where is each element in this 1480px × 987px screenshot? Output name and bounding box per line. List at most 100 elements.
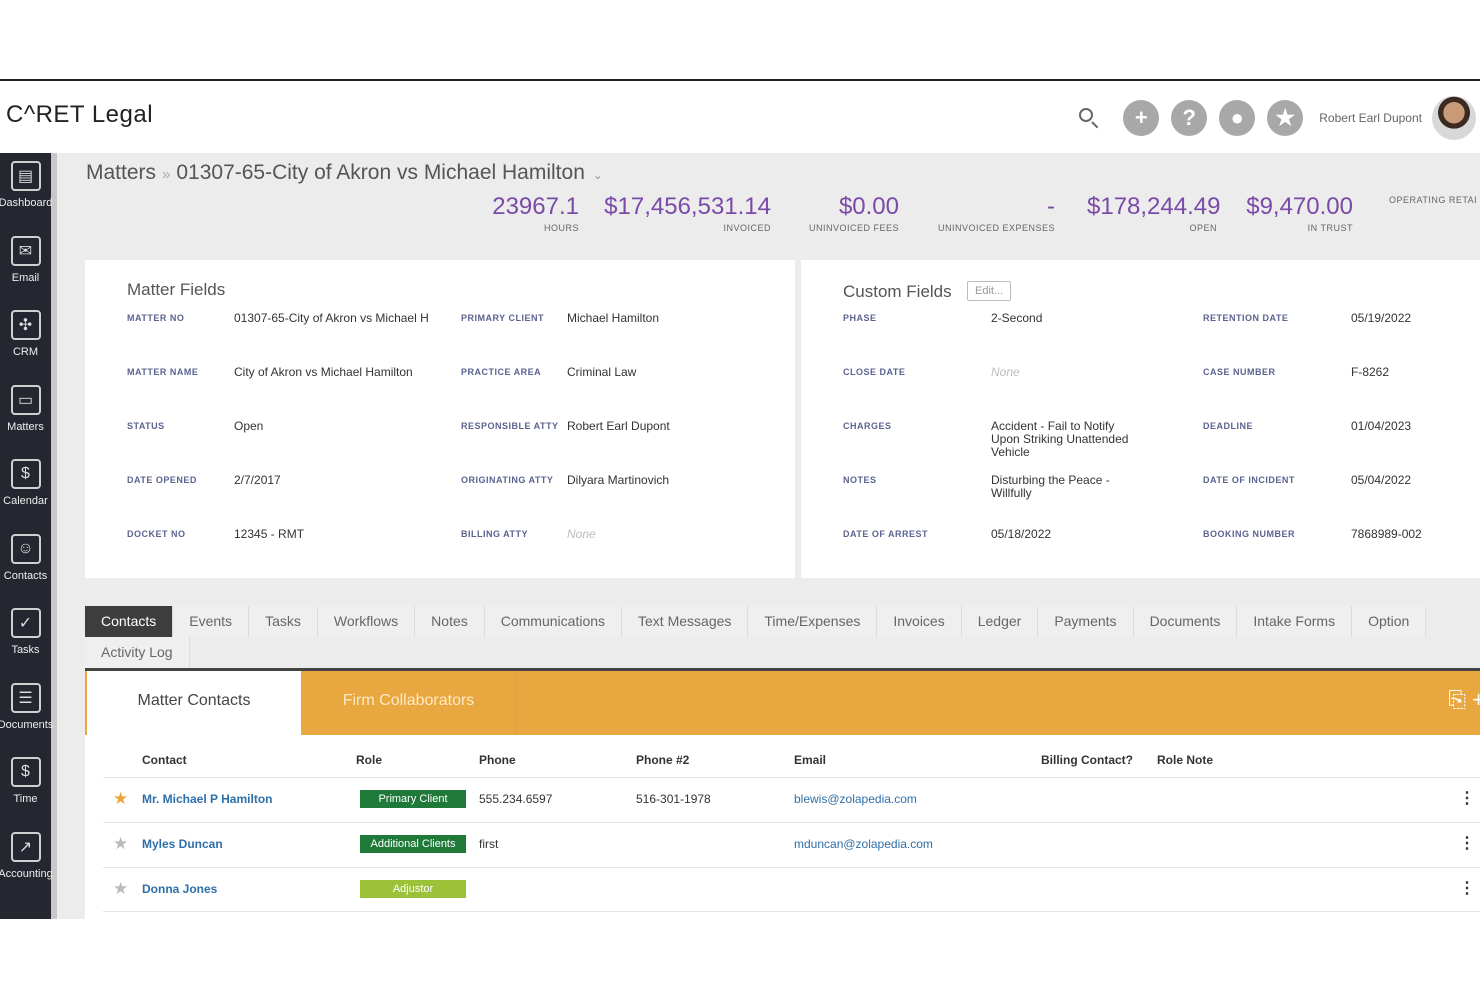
stat-invoiced: $17,456,531.14 INVOICED	[604, 193, 771, 233]
user-name[interactable]: Robert Earl Dupont	[1319, 111, 1422, 125]
table-row: ★ Donna Jones Adjustor ⋮	[103, 867, 1480, 912]
app-logo[interactable]: C^RET Legal	[6, 101, 154, 128]
stat-operating-retainer: OPERATING RETAI	[1389, 195, 1478, 205]
sidebar-item-matters[interactable]: ▭ Matters	[0, 377, 51, 452]
tabs-divider	[85, 668, 1480, 671]
crm-icon: ✣	[10, 310, 41, 340]
col-contact[interactable]: Contact	[142, 753, 187, 767]
notes-value: Disturbing the Peace - Willfully	[991, 473, 1110, 500]
email-link[interactable]: mduncan@zolapedia.com	[794, 837, 933, 851]
main-content: Matters » 01307-65-City of Akron vs Michae…	[63, 153, 1480, 919]
top-bar: C^RET Legal + ? ● ★ Robert Earl Dupont	[0, 81, 1480, 153]
tab-row-2: Activity Log	[85, 637, 1480, 668]
col-phone[interactable]: Phone	[479, 753, 516, 767]
tab-events[interactable]: Events	[173, 606, 250, 637]
tab-invoices[interactable]: Invoices	[877, 606, 962, 637]
chat-icon[interactable]: ●	[1219, 100, 1256, 136]
originating-atty-value: Dilyara Martinovich	[567, 473, 670, 487]
edit-custom-fields-button[interactable]: Edit...	[967, 281, 1012, 301]
date-of-arrest-value: 05/18/2022	[991, 527, 1052, 541]
tab-activity-log[interactable]: Activity Log	[85, 637, 190, 668]
breadcrumb-root[interactable]: Matters	[86, 161, 157, 184]
tasks-icon: ✓	[10, 608, 41, 638]
star-outline-icon[interactable]: ★	[113, 834, 129, 853]
contact-name-link[interactable]: Myles Duncan	[142, 837, 223, 851]
tab-contacts[interactable]: Contacts	[85, 606, 174, 637]
col-billing-contact[interactable]: Billing Contact?	[1041, 753, 1133, 767]
sidebar-item-dashboard[interactable]: ▤ Dashboard	[0, 153, 52, 228]
sidebar-item-documents[interactable]: ☰ Documents	[0, 675, 53, 750]
role-badge: Additional Clients	[360, 835, 466, 853]
tab-notes[interactable]: Notes	[415, 606, 485, 637]
tab-ledger[interactable]: Ledger	[961, 606, 1039, 637]
tab-time-expenses[interactable]: Time/Expenses	[748, 606, 878, 637]
sidebar-item-accounting[interactable]: ↗ Accounting	[0, 824, 53, 899]
sidebar-item-contacts[interactable]: ☺ Contacts	[0, 526, 51, 601]
tab-options[interactable]: Option	[1352, 606, 1427, 637]
docket-no-value: 12345 - RMT	[234, 527, 305, 541]
practice-area-value: Criminal Law	[567, 365, 637, 379]
tab-row-1: Contacts Events Tasks Workflows Notes Co…	[85, 606, 1480, 637]
custom-fields-panel: Custom Fields Edit... PHASE 2-Second CLO…	[801, 260, 1480, 578]
sidebar-item-email[interactable]: ✉ Email	[0, 228, 51, 303]
row-menu-icon[interactable]: ⋮	[1459, 790, 1475, 807]
close-date-value: None	[991, 365, 1020, 379]
help-icon[interactable]: ?	[1171, 100, 1208, 136]
charges-value: Accident - Fail to Notify Upon Striking …	[991, 419, 1129, 459]
col-email[interactable]: Email	[794, 753, 827, 767]
row-menu-icon[interactable]: ⋮	[1459, 835, 1475, 852]
primary-client-value: Michael Hamilton	[567, 311, 660, 325]
contacts-sub-tabs: Matter Contacts Firm Collaborators ⎘ +	[85, 671, 1480, 735]
case-number-value: F-8262	[1351, 365, 1390, 379]
role-badge: Adjustor	[360, 880, 466, 898]
time-icon: $	[10, 757, 41, 787]
role-badge: Primary Client	[360, 790, 466, 808]
star-filled-icon[interactable]: ★	[113, 789, 129, 808]
export-icon[interactable]: ⎘	[1448, 687, 1467, 712]
contact-name-link[interactable]: Donna Jones	[142, 882, 218, 896]
app-window: C^RET Legal + ? ● ★ Robert Earl Dupont ▤…	[0, 79, 1480, 919]
sidebar-item-time[interactable]: $ Time	[0, 749, 51, 824]
sidebar-item-calendar[interactable]: $ Calendar	[0, 451, 51, 526]
tab-communications[interactable]: Communications	[484, 606, 623, 637]
col-role[interactable]: Role	[356, 753, 383, 767]
avatar[interactable]	[1432, 96, 1476, 140]
matter-tabs: Contacts Events Tasks Workflows Notes Co…	[85, 606, 1480, 668]
email-link[interactable]: blewis@zolapedia.com	[794, 792, 917, 806]
tab-matter-contacts[interactable]: Matter Contacts	[87, 671, 301, 735]
phone2-value: 516-301-1978	[636, 792, 711, 806]
search-icon[interactable]	[1077, 106, 1101, 130]
retention-date-value: 05/19/2022	[1351, 311, 1412, 325]
row-menu-icon[interactable]: ⋮	[1459, 880, 1475, 897]
chevron-down-icon[interactable]: ⌄	[592, 168, 603, 182]
matter-no-value: 01307-65-City of Akron vs Michael H	[234, 311, 429, 325]
sidebar: ▤ Dashboard ✉ Email ✣ CRM ▭ Matters $ Calenda…	[0, 153, 57, 919]
tab-payments[interactable]: Payments	[1038, 606, 1134, 637]
deadline-value: 01/04/2023	[1351, 419, 1412, 433]
calendar-icon: $	[10, 459, 41, 489]
booking-number-value: 7868989-002	[1351, 527, 1422, 541]
contact-name-link[interactable]: Mr. Michael P Hamilton	[142, 792, 273, 806]
page-title: 01307-65-City of Akron vs Michael Hamilt…	[176, 161, 585, 184]
tab-tasks[interactable]: Tasks	[249, 606, 318, 637]
dashboard-icon: ▤	[10, 161, 41, 191]
plus-icon[interactable]: +	[1123, 100, 1160, 136]
tab-firm-collaborators[interactable]: Firm Collaborators	[301, 671, 517, 735]
col-phone2[interactable]: Phone #2	[636, 753, 690, 767]
breadcrumb: Matters » 01307-65-City of Akron vs Michae…	[86, 161, 603, 185]
tab-documents[interactable]: Documents	[1133, 606, 1238, 637]
tab-intake-forms[interactable]: Intake Forms	[1237, 606, 1353, 637]
status-value: Open	[234, 419, 264, 433]
accounting-icon: ↗	[10, 831, 41, 862]
star-outline-icon[interactable]: ★	[113, 879, 129, 898]
col-role-note[interactable]: Role Note	[1157, 753, 1214, 767]
add-contact-icon[interactable]: +	[1472, 687, 1480, 712]
documents-icon: ☰	[10, 682, 41, 713]
matter-fields-panel: Matter Fields MATTER NO 01307-65-City of…	[85, 260, 795, 578]
sidebar-item-crm[interactable]: ✣ CRM	[0, 302, 51, 377]
sidebar-item-tasks[interactable]: ✓ Tasks	[0, 600, 51, 675]
tab-text-messages[interactable]: Text Messages	[622, 606, 749, 637]
star-icon[interactable]: ★	[1267, 100, 1304, 136]
briefcase-icon: ▭	[10, 384, 41, 415]
tab-workflows[interactable]: Workflows	[317, 606, 416, 637]
